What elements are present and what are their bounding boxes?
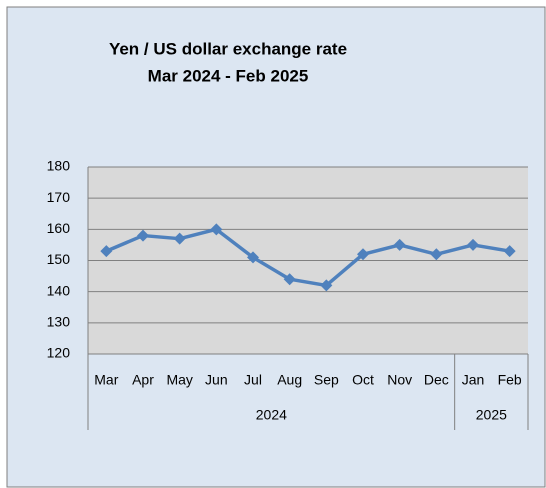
y-tick-label: 140 [47, 282, 71, 298]
y-tick-label: 180 [47, 158, 71, 174]
data-point [247, 251, 259, 264]
data-point [467, 238, 479, 251]
chart-title: Yen / US dollar exchange rate [109, 39, 347, 58]
y-tick-label: 150 [47, 251, 71, 267]
data-line [105, 227, 510, 288]
x-tick-label: Nov [387, 372, 412, 388]
data-point [430, 248, 443, 261]
data-point [137, 229, 149, 242]
x-tick-label: Dec [424, 372, 449, 388]
x-tick-label: Jul [244, 372, 262, 388]
data-point [210, 223, 223, 236]
x-tick-label: May [166, 372, 192, 388]
x-tick-label: Oct [352, 372, 374, 388]
x-tick-label: Sep [314, 372, 339, 388]
y-tick-label: 130 [47, 314, 71, 330]
data-point [503, 245, 516, 258]
data-point [393, 238, 406, 251]
group-label: 2025 [476, 407, 507, 423]
x-tick-label: Apr [132, 372, 154, 388]
data-point [357, 248, 369, 261]
data-point [283, 273, 296, 286]
x-tick-label: Jan [462, 372, 485, 388]
y-tick-label: 160 [47, 220, 71, 236]
y-tick-label: 120 [47, 345, 71, 361]
group-label: 2024 [256, 407, 287, 423]
x-tick-label: Feb [498, 372, 522, 388]
data-point [320, 279, 333, 292]
data-point [100, 245, 113, 258]
data-point [173, 232, 186, 245]
x-tick-label: Jun [205, 372, 228, 388]
chart-subtitle: Mar 2024 - Feb 2025 [148, 66, 309, 85]
y-tick-label: 170 [47, 189, 71, 205]
x-tick-label: Mar [94, 372, 118, 388]
x-tick-label: Aug [277, 372, 302, 388]
